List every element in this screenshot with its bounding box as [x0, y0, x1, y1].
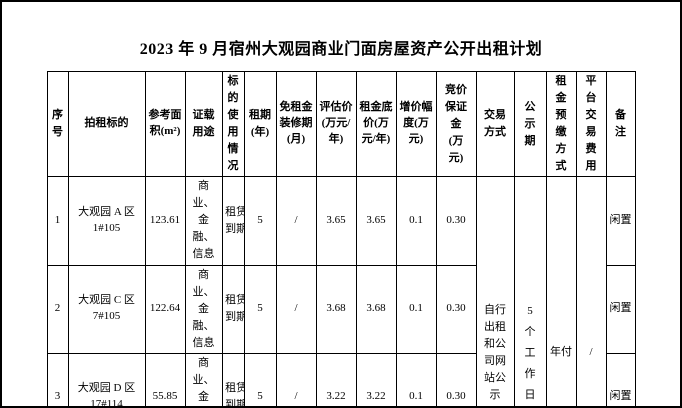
cell-increment: 0.1 — [395, 352, 437, 406]
header-increment: 增价幅度(万元) — [395, 70, 437, 178]
page-title: 2023 年 9 月宿州大观园商业门面房屋资产公开出租计划 — [139, 41, 543, 58]
header-appraisal-price: 评估价(万元/年) — [315, 70, 357, 178]
cell-usage-status: 租赁到期 — [221, 352, 245, 406]
cell-increment: 0.1 — [395, 176, 437, 266]
cell-area: 122.64 — [144, 264, 186, 354]
table-row-3: 3 大观园 D 区 17#114 55.85 商业、金融、信息 租赁到期 5 /… — [46, 352, 636, 406]
header-publicity-period: 公示期 — [513, 70, 547, 178]
cell-serial: 1 — [46, 176, 69, 266]
cell-appraisal-price: 3.65 — [315, 176, 357, 266]
cell-serial: 3 — [46, 352, 69, 406]
cell-usage-status: 租赁到期 — [221, 264, 245, 354]
cell-target: 大观园 C 区 7#105 — [67, 264, 146, 354]
cell-increment: 0.1 — [395, 264, 437, 354]
cell-lease-term: 5 — [243, 264, 277, 354]
cell-prepay-mode-merged: 年付 — [545, 176, 577, 406]
header-serial: 序号 — [46, 70, 69, 178]
header-target: 拍租标的 — [67, 70, 146, 178]
rental-plan-table: 序号 拍租标的 参考面积(m²) 证载用途 标的使用情况 租期(年) 免租金装修… — [46, 70, 636, 406]
table-row-1: 1 大观园 A 区 1#105 123.61 商业、金融、信息 租赁到期 5 /… — [46, 176, 636, 406]
cell-base-rent: 3.68 — [355, 264, 397, 354]
cell-target: 大观园 D 区 17#114 — [67, 352, 146, 406]
cell-lease-term: 5 — [243, 176, 277, 266]
cell-appraisal-price: 3.68 — [315, 264, 357, 354]
cell-rent-free-period: / — [275, 352, 317, 406]
cell-certified-use: 商业、金融、信息 — [184, 352, 223, 406]
cell-area: 123.61 — [144, 176, 186, 266]
cell-base-rent: 3.65 — [355, 176, 397, 266]
cell-usage-status: 租赁到期 — [221, 176, 245, 266]
cell-target: 大观园 A 区 1#105 — [67, 176, 146, 266]
header-usage-status: 标的使用情况 — [221, 70, 245, 178]
header-row: 序号 拍租标的 参考面积(m²) 证载用途 标的使用情况 租期(年) 免租金装修… — [46, 70, 636, 178]
header-prepay-mode: 租金预缴方式 — [545, 70, 577, 178]
cell-platform-fee-merged: / — [575, 176, 607, 406]
cell-certified-use: 商业、金融、信息 — [184, 264, 223, 354]
cell-remark: 闲置 — [605, 176, 636, 266]
header-certified-use: 证载用途 — [184, 70, 223, 178]
cell-rent-free-period: / — [275, 264, 317, 354]
cell-base-rent: 3.22 — [355, 352, 397, 406]
header-trade-mode: 交易方式 — [475, 70, 515, 178]
header-remark: 备注 — [605, 70, 636, 178]
header-platform-fee: 平台交易费用 — [575, 70, 607, 178]
header-lease-term: 租期(年) — [243, 70, 277, 178]
cell-lease-term: 5 — [243, 352, 277, 406]
cell-bid-deposit: 0.30 — [435, 264, 477, 354]
cell-remark: 闲置 — [605, 352, 636, 406]
cell-publicity-period-merged: 5个工作日 — [513, 176, 547, 406]
header-area: 参考面积(m²) — [144, 70, 186, 178]
header-base-rent: 租金底价(万元/年) — [355, 70, 397, 178]
cell-serial: 2 — [46, 264, 69, 354]
cell-area: 55.85 — [144, 352, 186, 406]
cell-rent-free-period: / — [275, 176, 317, 266]
cell-bid-deposit: 0.30 — [435, 352, 477, 406]
header-rent-free-period: 免租金装修期(月) — [275, 70, 317, 178]
cell-remark: 闲置 — [605, 264, 636, 354]
cell-trade-mode-merged: 自行出租和公司网站公示 — [475, 176, 515, 406]
cell-bid-deposit: 0.30 — [435, 176, 477, 266]
header-bid-deposit: 竞价保证金(万元) — [435, 70, 477, 178]
cell-certified-use: 商业、金融、信息 — [184, 176, 223, 266]
cell-appraisal-price: 3.22 — [315, 352, 357, 406]
